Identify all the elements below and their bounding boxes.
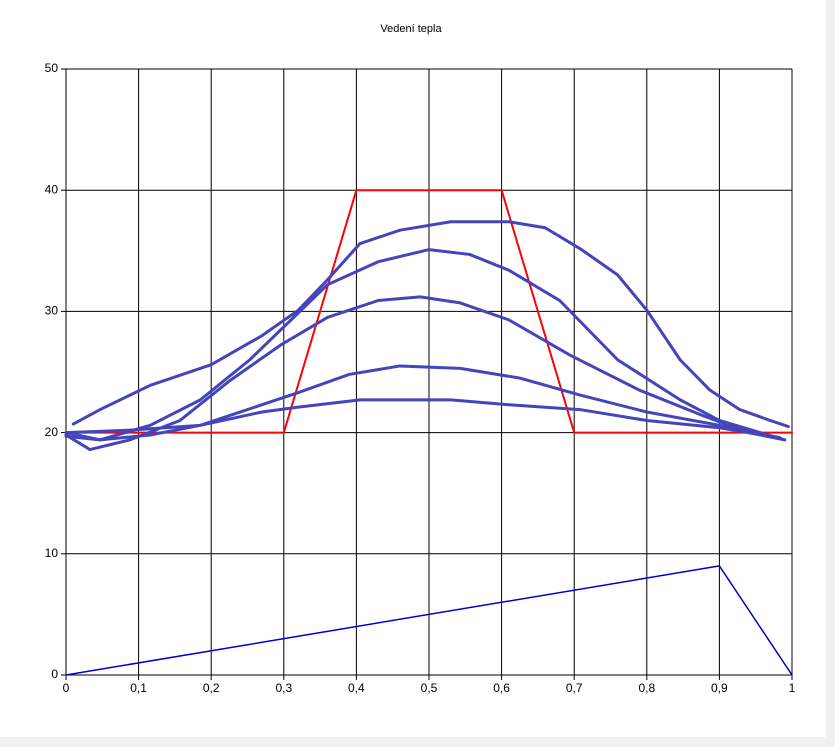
series-line <box>64 248 787 442</box>
x-tick-label: 0,9 <box>711 681 728 695</box>
x-tick-label: 0 <box>63 681 70 695</box>
series-line <box>65 189 793 434</box>
x-tick-label: 0,6 <box>493 681 510 695</box>
x-tick-label: 0,2 <box>203 681 220 695</box>
series-line <box>64 364 772 442</box>
x-tick-label: 0,5 <box>421 681 438 695</box>
chart-title: Vedení tepla <box>380 23 442 35</box>
y-tick-label: 20 <box>45 425 59 439</box>
x-tick-label: 1 <box>789 681 796 695</box>
x-tick-label: 0,8 <box>638 681 655 695</box>
x-tick-label: 0,7 <box>566 681 583 695</box>
x-tick-label: 0,1 <box>130 681 147 695</box>
x-tick-label: 0,3 <box>275 681 292 695</box>
y-tick-label: 0 <box>51 667 58 681</box>
y-tick-label: 10 <box>45 546 59 560</box>
y-tick-label: 40 <box>45 182 59 196</box>
series-line <box>65 565 793 676</box>
y-tick-label: 50 <box>45 61 59 75</box>
series-line <box>64 398 782 439</box>
series-line <box>64 295 787 452</box>
chart-background <box>0 0 826 737</box>
series-line <box>71 220 790 429</box>
y-tick-label: 30 <box>45 304 59 318</box>
x-tick-label: 0,4 <box>348 681 365 695</box>
